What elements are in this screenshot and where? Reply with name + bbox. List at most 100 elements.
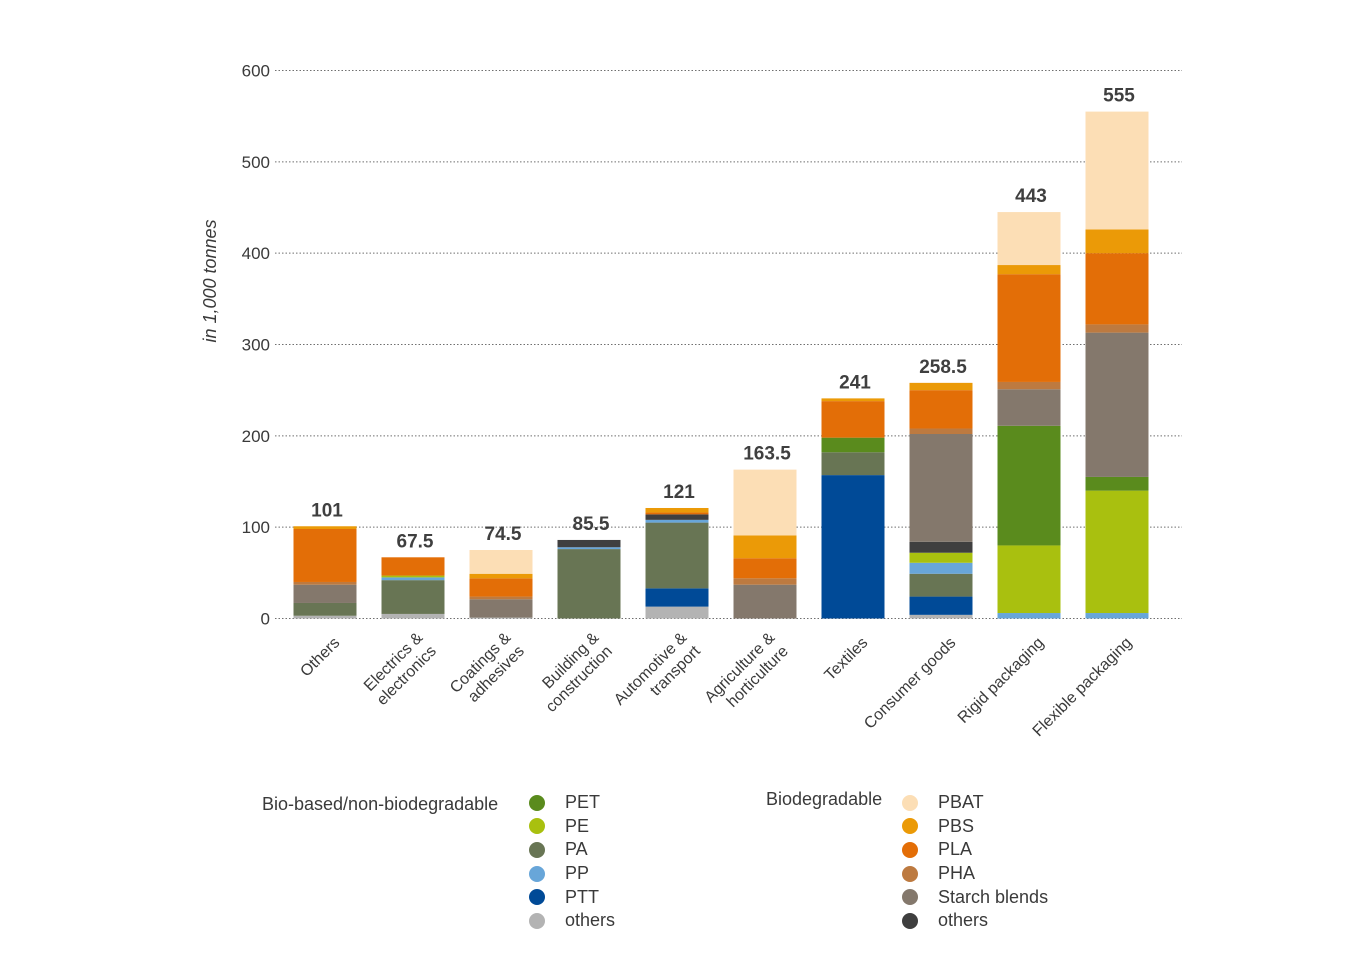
y-axis-label: in 1,000 tonnes — [200, 219, 220, 342]
stacked-bar-chart: 0 100 200 300 400 500 600 in 1,000 tonnes 101 6… — [200, 62, 1182, 740]
bar-segment-ptt — [645, 588, 709, 607]
bar-segment-pe — [909, 552, 973, 563]
legend-label: PE — [565, 815, 590, 836]
y-axis-ticks: 0 100 200 300 400 500 600 — [242, 62, 270, 629]
bar-segment-pbs — [1085, 229, 1149, 254]
bar-segment-pet — [997, 425, 1061, 546]
legend-item: PET — [529, 791, 615, 815]
legend-label: PET — [565, 792, 601, 813]
bar-segment-pla — [909, 390, 973, 429]
bar-segment-pla — [469, 578, 533, 597]
bar-segment-pa — [645, 522, 709, 589]
bar-segment-pbs — [293, 526, 357, 529]
legend-item: others — [902, 909, 1048, 933]
legend-label: others — [565, 910, 616, 931]
bar-segment-pla — [1085, 253, 1149, 325]
bar-segment-pbat — [1085, 111, 1149, 230]
legend-item: PTT — [529, 885, 615, 909]
legend-item: PP — [529, 862, 615, 886]
legend-label: PBAT — [938, 792, 984, 813]
bar-segment-others — [909, 614, 973, 619]
bar-total-label: 85.5 — [573, 514, 610, 535]
bar-segment-others — [381, 613, 445, 619]
legend-swatch — [529, 794, 545, 811]
bar-total-label: 555 — [1103, 86, 1135, 107]
category-label: Automotive &transport — [611, 629, 704, 722]
legend-item: PBAT — [902, 791, 1048, 815]
bar-segment-pe — [997, 545, 1061, 614]
bar-total-label: 241 — [839, 372, 871, 393]
bar-segment-pp — [1085, 613, 1149, 619]
category-label: Textiles — [822, 634, 872, 684]
y-tick-label: 400 — [242, 244, 270, 263]
legend-item: PLA — [902, 838, 1048, 862]
category-label: Flexible packaging — [1030, 634, 1136, 740]
bar-segment-starch-blends — [1085, 332, 1149, 477]
legend-swatch — [529, 841, 545, 858]
bar-segment-pbs — [909, 382, 973, 391]
legend-swatch — [902, 912, 918, 929]
bar-segment-pp — [557, 547, 621, 550]
bar-segment-others — [469, 617, 533, 619]
legend-item: others — [529, 909, 615, 933]
bar-segment-pe — [1085, 490, 1149, 614]
legend-swatch — [902, 841, 918, 858]
bar-totals: 101 67.5 74.5 85.5 121 163.5 241 258.5 443 555 — [311, 86, 1135, 553]
bar-segment-starch-blends — [909, 434, 973, 542]
legend-swatch — [902, 818, 918, 835]
legend-label: PTT — [565, 886, 599, 907]
bar-segment-others — [909, 541, 973, 553]
bar-total-label: 163.5 — [743, 444, 791, 465]
legend-swatch — [902, 865, 918, 882]
bar-segment-pbs — [997, 265, 1061, 275]
y-tick-label: 600 — [242, 62, 270, 81]
bar-segment-pbs — [645, 507, 709, 513]
category-label: Coatings &adhesives — [447, 629, 528, 710]
bar-segment-pbs — [733, 535, 797, 559]
category-label: Others — [297, 634, 343, 680]
y-tick-label: 300 — [242, 336, 270, 355]
bar-segment-pla — [821, 401, 885, 438]
y-tick-label: 100 — [242, 518, 270, 537]
legend-swatch — [529, 889, 545, 906]
bar-segment-pp — [909, 562, 973, 574]
bar-total-label: 121 — [663, 482, 695, 503]
category-label: Building &construction — [529, 629, 616, 716]
legend-label: Starch blends — [938, 886, 1049, 907]
bar-total-label: 101 — [311, 500, 343, 521]
legend-swatch — [902, 794, 918, 811]
bar-segment-starch-blends — [733, 584, 797, 619]
bar-segment-pbs — [821, 398, 885, 402]
bar-segment-pha — [909, 428, 973, 435]
bar-segment-starch-blends — [997, 389, 1061, 426]
legend-item: Starch blends — [902, 885, 1048, 909]
legend-label: PA — [565, 839, 588, 860]
bar-segment-pha — [733, 578, 797, 585]
legend-title-nonbiodegradable: Bio-based/non-biodegradable — [262, 794, 499, 814]
legend-biodegradable: PBAT PBS PLA PHA Starch blends others — [902, 791, 1048, 933]
legend-label: PP — [565, 863, 590, 884]
category-label: Rigid packaging — [955, 634, 1048, 727]
bar-segment-pla — [997, 274, 1061, 382]
bar-segment-pe — [381, 575, 445, 578]
bar-segment-pla — [733, 558, 797, 579]
legend-swatch — [529, 818, 545, 835]
bar-segment-pbat — [733, 469, 797, 536]
bar-segment-pha — [1085, 324, 1149, 333]
bar-segment-others — [557, 539, 621, 548]
bar-segment-pa — [821, 452, 885, 476]
bar-segment-pa — [381, 580, 445, 614]
bar-segment-pla — [381, 557, 445, 576]
bar-total-label: 67.5 — [397, 531, 434, 552]
category-label: Consumer goods — [861, 634, 959, 732]
y-tick-label: 200 — [242, 427, 270, 446]
bar-segment-pla — [293, 528, 357, 582]
bar-segment-others — [293, 615, 357, 619]
y-tick-label: 0 — [261, 610, 270, 629]
legend-label: PBS — [938, 815, 975, 836]
legend-item: PA — [529, 838, 615, 862]
legend-item: PBS — [902, 815, 1048, 839]
bar-segment-others — [645, 606, 709, 619]
legend-label: PHA — [938, 863, 976, 884]
bar-segment-pbs — [469, 573, 533, 579]
